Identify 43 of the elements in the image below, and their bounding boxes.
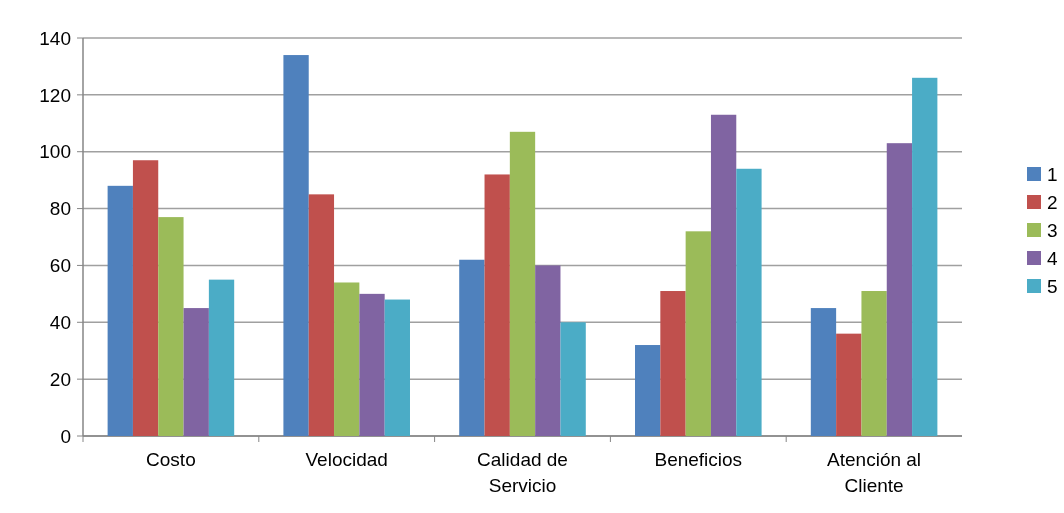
bar [158,217,184,436]
legend-label: 3 [1047,219,1058,241]
x-tick-label: Costo [146,449,196,470]
bar [861,291,887,436]
bar [334,282,360,436]
bar [912,77,938,436]
bar [359,293,385,436]
y-tick-label: 140 [39,27,71,49]
bar [836,333,862,436]
y-tick-label: 60 [49,255,71,277]
bar [635,345,661,436]
legend-label: 4 [1047,247,1058,269]
bar [509,131,536,436]
bar [132,160,159,436]
legend-label: 5 [1047,275,1058,297]
bar [660,291,686,436]
y-tick-label: 40 [49,311,71,333]
bar [107,185,133,436]
bar [484,174,510,436]
legend-label: 2 [1047,191,1058,213]
bar [384,299,410,436]
bar [208,279,235,436]
x-tick-label: Velocidad [305,449,388,470]
bar [710,114,737,436]
bar [283,55,309,436]
x-tick-label: Calidad de Servicio [477,449,568,496]
bar [810,308,837,436]
bar [685,231,711,436]
legend-label: 1 [1047,163,1058,185]
bar [308,194,335,436]
y-tick-label: 100 [39,141,71,163]
x-tick-label: Atención al Cliente [827,449,922,496]
y-tick-label: 0 [60,425,71,447]
y-tick-label: 80 [49,198,71,220]
x-tick-label: Beneficios [654,449,743,470]
bar [459,259,485,436]
y-tick-label: 120 [39,84,71,106]
y-tick-label: 20 [49,368,71,390]
bar [736,168,762,436]
bar [560,322,586,436]
bar [183,308,209,436]
bar [535,265,561,436]
bar [886,143,913,436]
